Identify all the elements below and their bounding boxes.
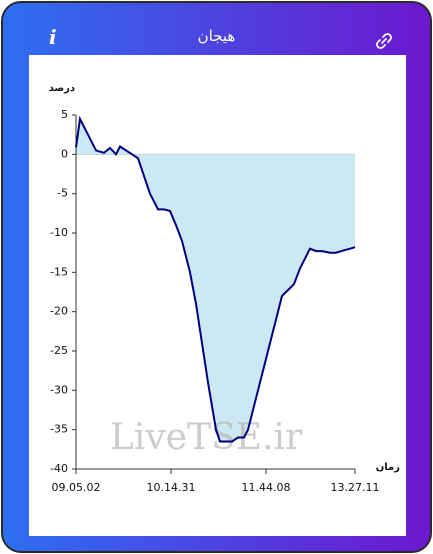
x-tick-label: 10.14.31 [147, 481, 196, 494]
line [75, 115, 356, 443]
y-tick-label: 0 [61, 147, 68, 160]
y-tick-label: -15 [50, 265, 68, 278]
y-tick-label: -20 [50, 305, 68, 318]
y-tick-label: -5 [57, 187, 68, 200]
x-tick-label: 11.44.08 [242, 481, 291, 494]
header-title: هیجان [197, 27, 236, 45]
y-tick-label: -25 [50, 344, 68, 357]
y-tick-label: -35 [50, 423, 68, 436]
link-button[interactable] [375, 32, 393, 50]
y-tick-label: -10 [50, 226, 68, 239]
y-tick-label: -30 [50, 383, 68, 396]
y-axis-label: درصد [49, 83, 75, 94]
info-button[interactable]: i [49, 25, 57, 49]
y-tick-label: -40 [50, 462, 68, 475]
x-tick-label: 13.27.11 [331, 481, 380, 494]
area [76, 118, 355, 442]
x-axis-label: زمان [376, 462, 400, 473]
watermark: LiveTSE.ir [110, 417, 303, 458]
x-tick-label: 09.05.02 [52, 481, 101, 494]
y-tick-label: 5 [61, 108, 68, 121]
